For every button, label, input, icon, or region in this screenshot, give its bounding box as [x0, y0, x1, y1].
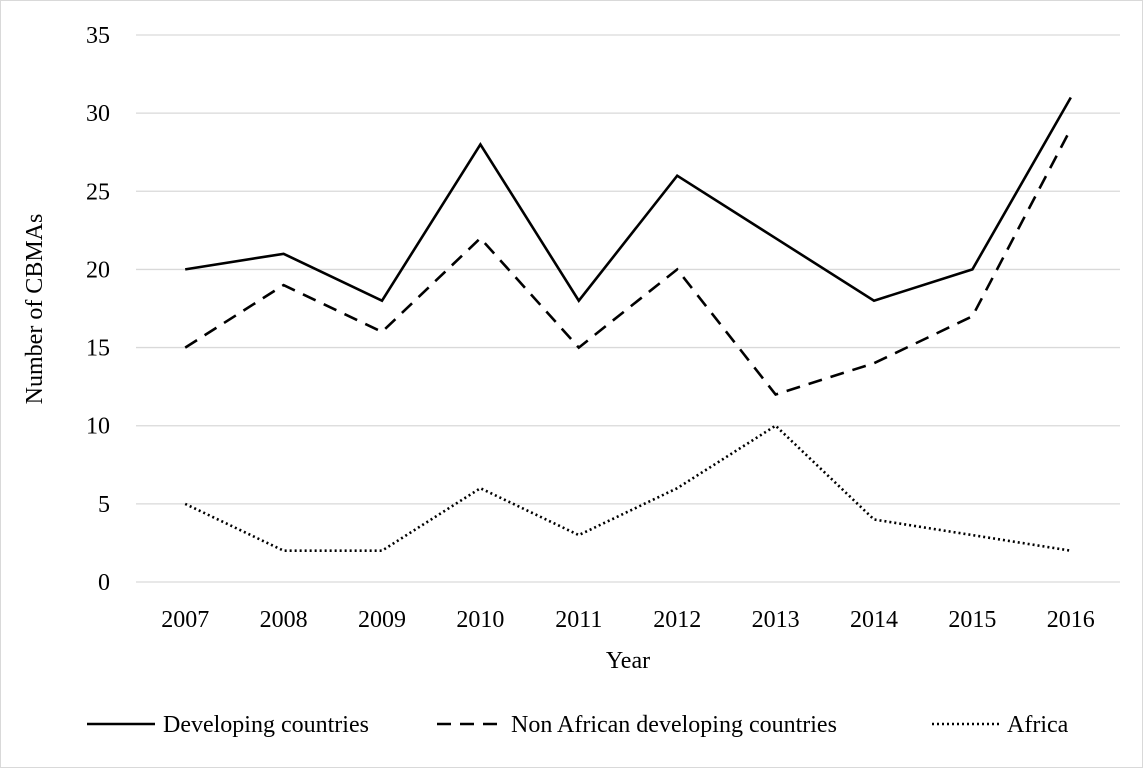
series-line-developing-countries: [184, 96, 1072, 303]
x-tick-labels: 2007 2008 2009 2010 2011 2012 2013 2014 2015 2016: [161, 607, 1095, 633]
x-tick-label: 2016: [1047, 607, 1095, 633]
x-tick-label: 2010: [456, 607, 504, 633]
x-tick-label: 2015: [948, 607, 996, 633]
series-lines: [184, 96, 1072, 553]
x-tick-label: 2014: [850, 607, 898, 633]
series-line-africa: [184, 424, 1072, 553]
x-tick-label: 2012: [653, 607, 701, 633]
y-tick-label: 5: [98, 492, 110, 518]
y-tick-label: 20: [86, 257, 110, 283]
x-tick-label: 2011: [555, 607, 602, 633]
y-tick-label: 25: [86, 179, 110, 205]
y-tick-labels: 0 5 10 15 20 25 30 35: [86, 23, 110, 596]
x-tick-label: 2008: [260, 607, 308, 633]
x-axis-title: Year: [606, 648, 650, 674]
y-tick-label: 10: [86, 414, 110, 440]
x-tick-label: 2013: [752, 607, 800, 633]
legend-label: Non African developing countries: [511, 712, 837, 738]
legend-label: Developing countries: [163, 712, 369, 738]
y-tick-label: 35: [86, 23, 110, 49]
gridlines: [136, 34, 1120, 583]
x-tick-label: 2007: [161, 607, 209, 633]
legend-label: Africa: [1007, 712, 1069, 738]
series-line-non-african-developing-countries: [184, 128, 1072, 397]
x-tick-label: 2009: [358, 607, 406, 633]
y-tick-label: 15: [86, 336, 110, 362]
y-axis-title: Number of CBMAs: [22, 214, 48, 405]
legend: Developing countries Non African developi…: [87, 712, 1069, 738]
y-tick-label: 30: [86, 101, 110, 127]
y-tick-label: 0: [98, 570, 110, 596]
